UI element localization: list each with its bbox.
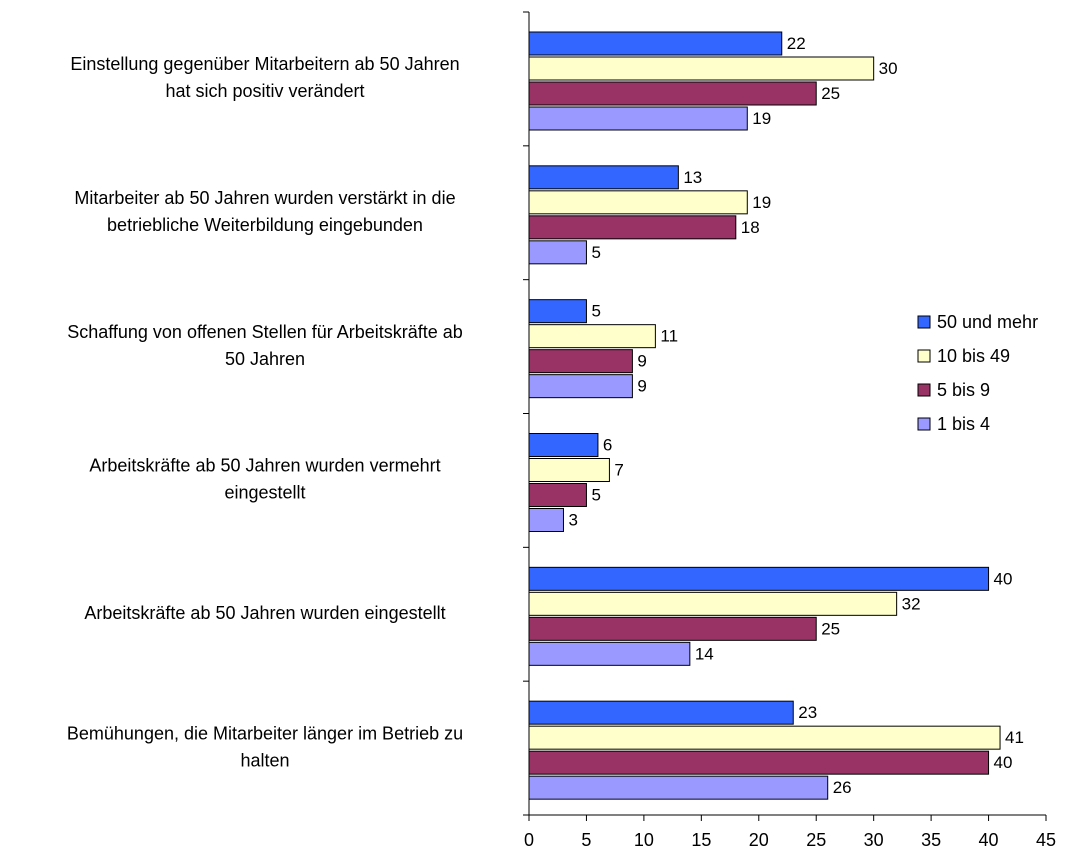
legend-swatch <box>917 383 931 397</box>
value-label: 18 <box>741 218 760 237</box>
value-label: 5 <box>591 485 600 504</box>
bar <box>528 324 656 349</box>
bar <box>528 483 587 507</box>
value-label: 14 <box>695 644 714 663</box>
value-label: 25 <box>821 619 840 638</box>
bar <box>528 31 783 56</box>
bar <box>528 508 564 532</box>
value-label: 3 <box>568 510 577 529</box>
bar <box>528 240 587 265</box>
legend-swatch <box>917 349 931 363</box>
bar <box>528 374 633 399</box>
bar <box>528 616 817 641</box>
value-label: 5 <box>591 243 600 262</box>
value-label: 19 <box>752 193 771 212</box>
bar <box>528 81 817 106</box>
bar <box>528 641 691 666</box>
category-label: 50 Jahren <box>225 349 305 369</box>
bar <box>528 775 829 800</box>
bar <box>528 458 610 482</box>
x-tick-label: 35 <box>921 830 941 850</box>
value-label: 6 <box>603 435 612 454</box>
x-tick-label: 5 <box>581 830 591 850</box>
bar <box>528 750 990 775</box>
value-label: 41 <box>1005 728 1024 747</box>
value-label: 19 <box>752 109 771 128</box>
x-tick-label: 15 <box>691 830 711 850</box>
value-label: 9 <box>637 352 646 371</box>
value-label: 40 <box>994 569 1013 588</box>
category-label: betriebliche Weiterbildung eingebunden <box>107 215 423 235</box>
x-tick-label: 30 <box>864 830 884 850</box>
bar <box>528 299 587 324</box>
bar <box>528 700 794 725</box>
category-label: Arbeitskräfte ab 50 Jahren wurden vermeh… <box>89 456 440 476</box>
bar <box>528 591 898 616</box>
category-label: halten <box>240 750 289 770</box>
value-label: 40 <box>994 753 1013 772</box>
legend-label: 1 bis 4 <box>937 414 990 434</box>
value-label: 9 <box>637 377 646 396</box>
bar <box>528 725 1001 750</box>
x-tick-label: 45 <box>1036 830 1056 850</box>
x-tick-label: 0 <box>524 830 534 850</box>
bar <box>528 56 875 81</box>
legend-swatch <box>917 315 931 329</box>
x-tick-label: 25 <box>806 830 826 850</box>
bar <box>528 349 633 374</box>
value-label: 32 <box>902 594 921 613</box>
legend-swatch <box>917 417 931 431</box>
bar <box>528 106 748 131</box>
bar <box>528 566 990 591</box>
category-label: eingestellt <box>224 483 305 503</box>
legend-label: 10 bis 49 <box>937 346 1010 366</box>
value-label: 7 <box>614 460 623 479</box>
bar <box>528 190 748 215</box>
bar <box>528 165 679 190</box>
category-label: Arbeitskräfte ab 50 Jahren wurden einges… <box>84 603 445 623</box>
value-label: 30 <box>879 59 898 78</box>
legend-label: 50 und mehr <box>937 312 1038 332</box>
category-label: Einstellung gegenüber Mitarbeitern ab 50… <box>70 54 459 74</box>
value-label: 25 <box>821 84 840 103</box>
value-label: 13 <box>683 168 702 187</box>
value-label: 22 <box>787 34 806 53</box>
category-label: Schaffung von offenen Stellen für Arbeit… <box>67 322 463 342</box>
x-tick-label: 10 <box>634 830 654 850</box>
bar <box>528 215 737 240</box>
x-tick-label: 20 <box>749 830 769 850</box>
category-label: Mitarbeiter ab 50 Jahren wurden verstärk… <box>74 188 455 208</box>
value-label: 11 <box>660 327 678 346</box>
value-label: 23 <box>798 703 817 722</box>
bar <box>528 433 599 457</box>
value-label: 26 <box>833 778 852 797</box>
x-tick-label: 40 <box>979 830 999 850</box>
category-label: Bemühungen, die Mitarbeiter länger im Be… <box>67 723 463 743</box>
value-label: 5 <box>591 302 600 321</box>
legend-label: 5 bis 9 <box>937 380 990 400</box>
category-label: hat sich positiv verändert <box>165 81 364 101</box>
